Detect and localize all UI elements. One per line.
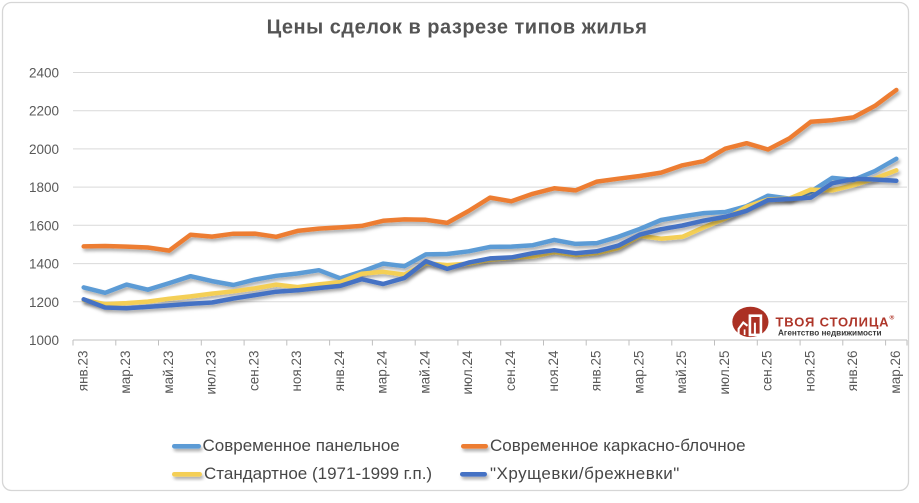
svg-text:1600: 1600 (29, 218, 59, 233)
svg-text:2000: 2000 (29, 142, 59, 157)
svg-text:янв.25: янв.25 (588, 351, 603, 392)
svg-text:сен.25: сен.25 (760, 351, 775, 391)
svg-text:Стандартное (1971-1999 г.п.): Стандартное (1971-1999 г.п.) (204, 464, 432, 483)
svg-text:ноя.25: ноя.25 (802, 351, 817, 392)
svg-text:2200: 2200 (29, 104, 59, 119)
svg-text:май.25: май.25 (674, 351, 689, 394)
svg-text:Современное каркасно-блочное: Современное каркасно-блочное (490, 436, 746, 455)
svg-text:Цены сделок в разрезе типов жи: Цены сделок в разрезе типов жилья (267, 17, 648, 39)
svg-text:Агентство недвижимости: Агентство недвижимости (778, 329, 882, 338)
svg-text:сен.23: сен.23 (246, 351, 261, 391)
svg-text:ТВОЯ СТОЛИЦА: ТВОЯ СТОЛИЦА (776, 315, 890, 330)
svg-text:ноя.24: ноя.24 (546, 350, 561, 392)
svg-text:сен.24: сен.24 (503, 350, 518, 391)
svg-text:июл.24: июл.24 (460, 350, 475, 395)
svg-text:1000: 1000 (29, 333, 59, 348)
svg-text:ноя.23: ноя.23 (289, 351, 304, 392)
svg-text:мар.25: мар.25 (631, 351, 646, 394)
svg-text:янв.23: янв.23 (75, 351, 90, 392)
svg-text:июл.25: июл.25 (717, 351, 732, 395)
svg-text:июл.23: июл.23 (204, 351, 219, 395)
svg-text:янв.26: янв.26 (845, 351, 860, 392)
svg-text:янв.24: янв.24 (332, 350, 347, 391)
svg-text:1200: 1200 (29, 295, 59, 310)
svg-text:мар.26: мар.26 (888, 351, 903, 394)
svg-text:Современное панельное: Современное панельное (203, 436, 400, 455)
svg-text:мар.23: мар.23 (118, 351, 133, 394)
svg-text:®: ® (890, 314, 895, 322)
svg-text:май.23: май.23 (161, 351, 176, 394)
svg-text:1400: 1400 (29, 257, 59, 272)
svg-text:1800: 1800 (29, 180, 59, 195)
svg-text:май.24: май.24 (417, 350, 432, 394)
svg-text:"Хрущевки/брежневки": "Хрущевки/брежневки" (490, 464, 680, 483)
svg-text:2400: 2400 (29, 66, 59, 81)
svg-text:мар.24: мар.24 (375, 350, 390, 394)
